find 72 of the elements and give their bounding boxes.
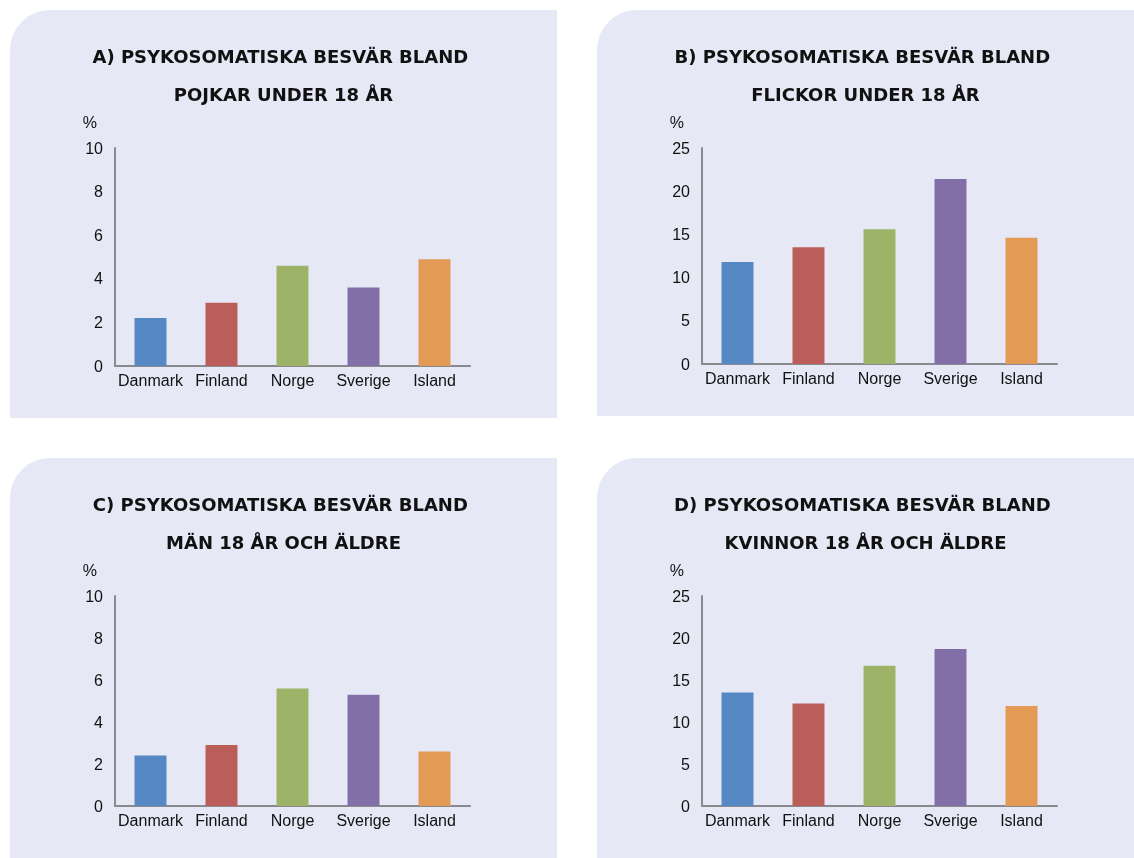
y-tick-label: 15: [672, 225, 691, 243]
bar: [721, 692, 754, 806]
x-tick-label: Sverige: [923, 369, 978, 387]
bar: [205, 745, 238, 806]
bar: [792, 247, 825, 364]
x-tick-label: Norge: [857, 811, 902, 829]
y-axis-title: %: [82, 561, 97, 579]
bar: [134, 755, 167, 806]
bar: [1005, 706, 1038, 806]
y-tick-label: 10: [672, 269, 691, 287]
y-tick-label: 10: [85, 139, 104, 157]
bar: [347, 694, 380, 806]
y-tick-label: 8: [94, 629, 104, 647]
y-axis-title: %: [82, 113, 97, 131]
y-tick-label: 25: [672, 139, 691, 157]
y-tick-label: 2: [94, 755, 104, 773]
y-tick-label: 0: [94, 797, 104, 815]
y-tick-label: 5: [681, 755, 691, 773]
x-tick-label: Danmark: [705, 811, 771, 829]
x-tick-label: Sverige: [336, 811, 391, 829]
y-tick-label: 15: [672, 671, 691, 689]
y-tick-label: 6: [94, 671, 104, 689]
bar: [863, 665, 896, 806]
y-tick-label: 2: [94, 313, 104, 331]
bar: [934, 648, 967, 806]
x-tick-label: Norge: [270, 371, 315, 389]
x-tick-label: Island: [413, 371, 456, 389]
x-tick-label: Danmark: [118, 371, 184, 389]
y-tick-label: 4: [94, 270, 104, 288]
y-axis-title: %: [669, 561, 684, 579]
bar: [276, 688, 309, 806]
y-axis-title: %: [669, 113, 684, 131]
bar: [276, 265, 309, 366]
x-tick-label: Norge: [857, 369, 902, 387]
bar: [1005, 237, 1038, 364]
x-tick-label: Sverige: [336, 371, 391, 389]
x-tick-label: Island: [413, 811, 456, 829]
y-tick-label: 20: [672, 629, 691, 647]
y-tick-label: 0: [681, 797, 691, 815]
x-tick-label: Finland: [782, 811, 835, 829]
y-tick-label: 20: [672, 182, 691, 200]
x-tick-label: Finland: [782, 369, 835, 387]
y-tick-label: 8: [94, 183, 104, 201]
x-tick-label: Finland: [195, 811, 248, 829]
x-tick-label: Island: [1000, 369, 1043, 387]
y-tick-label: 5: [681, 312, 691, 330]
chart-title: B) PSYKOSOMATISKA BESVÄR BLAND FLICKOR UNDER 18 ÅR: [674, 45, 1057, 105]
chart-title: C) PSYKOSOMATISKA BESVÄR BLAND MÄN 18 ÅR OCH ÄLDRE: [92, 493, 475, 553]
x-tick-label: Island: [1000, 811, 1043, 829]
bar: [934, 179, 967, 364]
chart-title: D) PSYKOSOMATISKA BESVÄR BLAND KVINNOR 18 ÅR OCH ÄLDRE: [673, 493, 1058, 553]
bar: [418, 751, 451, 806]
bar: [134, 318, 167, 366]
bar: [205, 302, 238, 366]
bar: [721, 262, 754, 364]
x-tick-label: Danmark: [705, 369, 771, 387]
x-tick-label: Sverige: [923, 811, 978, 829]
bar: [863, 229, 896, 364]
y-tick-label: 6: [94, 226, 104, 244]
y-tick-label: 0: [94, 357, 104, 375]
y-tick-label: 10: [85, 587, 104, 605]
bar: [792, 703, 825, 806]
y-tick-label: 25: [672, 587, 691, 605]
y-tick-label: 4: [94, 713, 104, 731]
x-tick-label: Norge: [270, 811, 315, 829]
y-tick-label: 10: [672, 713, 691, 731]
bar: [418, 259, 451, 366]
x-tick-label: Danmark: [118, 811, 184, 829]
x-tick-label: Finland: [195, 371, 248, 389]
bar: [347, 287, 380, 366]
y-tick-label: 0: [681, 355, 691, 373]
chart-title: A) PSYKOSOMATISKA BESVÄR BLAND POJKAR UNDER 18 ÅR: [92, 45, 475, 105]
